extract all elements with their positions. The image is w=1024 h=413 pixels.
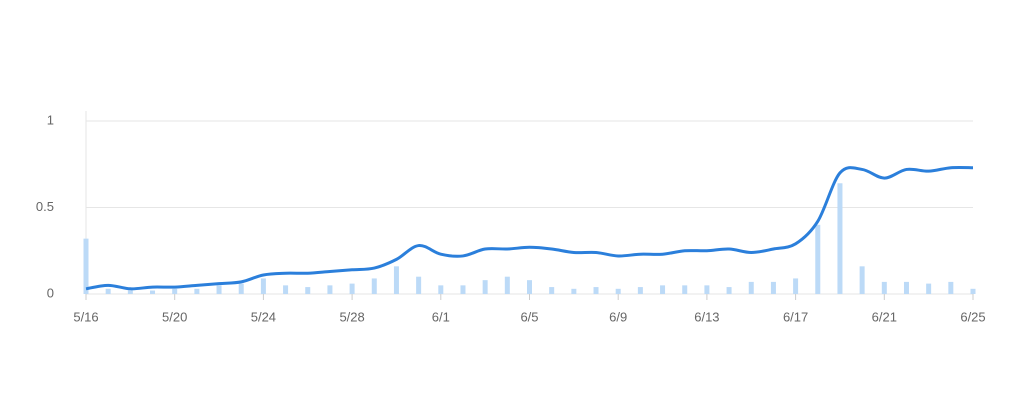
- bar: [460, 285, 466, 294]
- bar: [948, 281, 954, 294]
- bar: [615, 288, 621, 294]
- bar: [105, 288, 111, 294]
- x-tick-label: 6/17: [783, 309, 808, 324]
- bar: [660, 285, 666, 294]
- x-tick-label: 6/21: [872, 309, 897, 324]
- bar: [837, 183, 843, 294]
- bar: [815, 224, 821, 294]
- bar: [549, 287, 555, 294]
- bar: [637, 287, 643, 294]
- x-tick-label: 6/9: [609, 309, 627, 324]
- x-tick-label: 5/20: [162, 309, 187, 324]
- line: [85, 165, 974, 291]
- x-tick-label: 6/25: [960, 309, 985, 324]
- y-tick-label: 1: [47, 112, 54, 127]
- bar: [216, 285, 222, 294]
- bar: [571, 288, 577, 294]
- bar: [793, 278, 799, 294]
- bar: [903, 281, 909, 294]
- bar: [172, 288, 178, 294]
- bar: [504, 276, 510, 294]
- bar: [371, 278, 377, 294]
- x-tick-label: 5/28: [339, 309, 364, 324]
- bar: [748, 281, 754, 294]
- bar: [416, 276, 422, 294]
- x-tick-label: 5/24: [251, 309, 276, 324]
- bar: [127, 290, 133, 294]
- x-tick-label: 6/1: [432, 309, 450, 324]
- bar: [305, 287, 311, 294]
- x-tick-label: 6/5: [520, 309, 538, 324]
- bar: [704, 285, 710, 294]
- y-tick-label: 0: [47, 285, 54, 300]
- bar: [438, 285, 444, 294]
- bar: [260, 278, 266, 294]
- bar: [238, 283, 244, 294]
- bar: [770, 281, 776, 294]
- bar: [194, 288, 200, 294]
- bar: [726, 287, 732, 294]
- x-tick-label: 6/13: [694, 309, 719, 324]
- y-tick-label: 0.5: [36, 199, 54, 214]
- bar: [349, 283, 355, 294]
- bar: [327, 285, 333, 294]
- bar: [393, 266, 399, 294]
- bar: [527, 280, 532, 294]
- bar: [682, 285, 688, 294]
- bar: [593, 287, 599, 294]
- bar: [859, 266, 865, 294]
- bar: [970, 288, 976, 294]
- x-tick-label: 5/16: [73, 309, 98, 324]
- bar: [881, 281, 887, 294]
- bar: [150, 290, 156, 294]
- bar: [283, 285, 289, 294]
- bar: [482, 280, 488, 294]
- bar: [83, 238, 89, 294]
- bar: [926, 283, 932, 294]
